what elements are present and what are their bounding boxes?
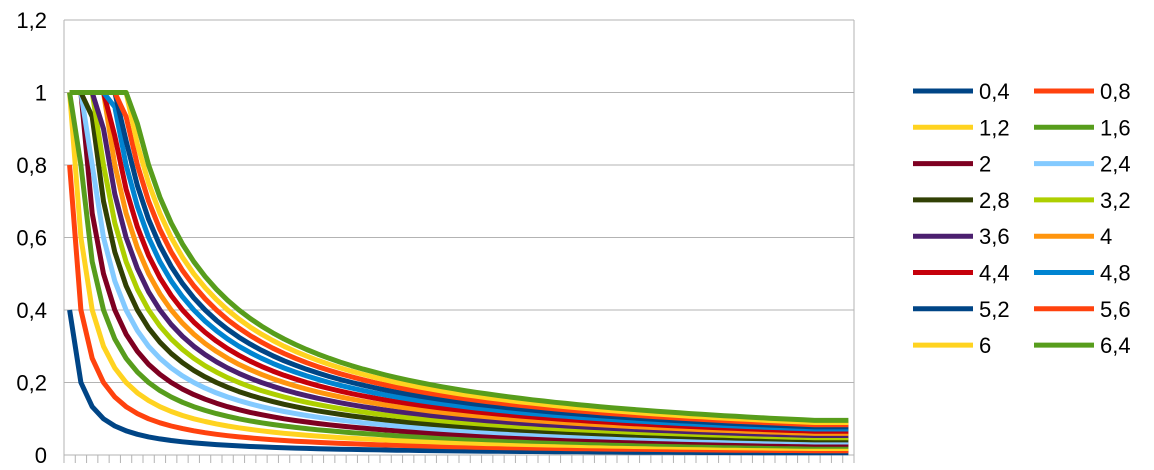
legend-label: 1,6 [1100,115,1131,140]
legend-label: 6,4 [1100,333,1131,358]
y-tick-label: 0,8 [16,153,47,178]
legend-label: 3,2 [1100,188,1131,213]
legend-label: 0,8 [1100,79,1131,104]
y-axis-tick-labels: 0 0,2 0,4 0,6 0,8 1 1,2 [16,8,47,468]
x-axis-ticks [63,455,855,463]
series-lines [67,90,849,456]
y-tick-label: 0,2 [16,371,47,396]
series-line-6 [69,90,849,425]
plot-area [63,20,855,455]
legend-label: 2,4 [1100,152,1131,177]
legend-label: 2 [979,152,991,177]
legend-label: 5,6 [1100,297,1131,322]
legend-label: 5,2 [979,297,1010,322]
legend-label: 6 [979,333,991,358]
y-tick-label: 1,2 [16,8,47,33]
legend-label: 4 [1100,224,1112,249]
y-tick-label: 1 [35,81,47,106]
legend-label: 2,8 [979,188,1010,213]
y-tick-label: 0,6 [16,226,47,251]
legend-label: 0,4 [979,79,1010,104]
legend-label: 4,8 [1100,261,1131,286]
y-tick-label: 0 [35,443,47,468]
legend: 0,4 0,8 1,2 1,6 2 2,4 2,8 3,2 3,6 4 4,4 4,8 5,2 5,6 6 6… [913,79,1131,358]
y-tick-label: 0,4 [16,298,47,323]
legend-label: 1,2 [979,115,1010,140]
legend-label: 4,4 [979,261,1010,286]
legend-label: 3,6 [979,224,1010,249]
series-line-6-4 [69,90,849,423]
